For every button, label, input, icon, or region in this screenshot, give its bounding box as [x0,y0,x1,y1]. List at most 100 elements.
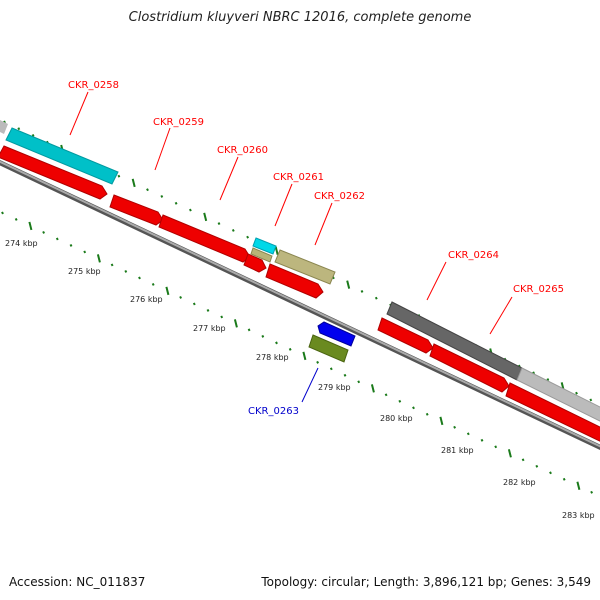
major-tick [507,449,512,458]
minor-tick [231,228,235,232]
minor-tick [124,269,128,273]
minor-tick [174,201,178,205]
gene-feature-0261-tan[interactable] [250,247,273,263]
minor-tick [360,289,364,293]
major-tick [346,280,351,289]
minor-tick [69,243,73,247]
kbp-label: 275 kbp [68,267,101,276]
major-tick [370,384,375,393]
label-leader-lines [69,91,513,403]
minor-tick [217,222,221,226]
gene-feature-0258-cyan[interactable] [5,127,119,185]
minor-tick [535,464,539,468]
major-tick [233,319,238,328]
minor-tick [138,276,141,280]
kbp-label: 281 kbp [441,446,474,455]
major-tick [203,212,208,222]
accession-text: Accession: NC_011837 [9,575,146,589]
major-tick [274,246,279,255]
kbp-label: 282 kbp [503,478,536,487]
gene-label-ckr-0261[interactable]: CKR_0261 [273,172,324,183]
kbp-label: 283 kbp [562,511,595,520]
gene-label-ckr-0258[interactable]: CKR_0258 [68,80,119,91]
minor-tick [453,425,456,429]
cds-0263-reverse[interactable] [317,321,356,347]
gene-feature-left-grey[interactable] [0,115,8,134]
minor-tick [480,438,484,442]
genome-title: Clostridium kluyveri NBRC 12016, complet… [128,10,472,25]
minor-tick [316,360,319,364]
kbp-label: 278 kbp [256,353,289,362]
gene-label-ckr-0265[interactable]: CKR_0265 [513,284,564,295]
minor-tick [14,217,18,221]
minor-tick [31,134,35,137]
minor-tick [398,399,402,403]
minor-tick [247,328,251,332]
kbp-label: 279 kbp [318,383,351,392]
minor-tick [146,188,149,192]
gene-label-ckr-0260[interactable]: CKR_0260 [217,145,268,156]
minor-tick [374,296,378,300]
gene-features [0,115,600,446]
kbp-label: 276 kbp [130,295,163,304]
gene-feature-0262-tan[interactable] [274,249,336,285]
minor-tick [562,477,566,481]
kbp-label-group: 274 kbp 275 kbp 276 kbp 277 kbp 278 kbp 279 k… [5,239,595,520]
lower-tick-row [1,211,593,494]
minor-tick [189,208,192,212]
cds-0265[interactable] [505,382,600,446]
minor-tick [275,341,278,345]
major-tick [165,286,170,296]
minor-tick [192,302,196,306]
gene-feature-0263-olive[interactable] [308,334,349,363]
sequence-backbone [0,159,600,451]
gene-feature-0265-grey[interactable] [516,367,600,426]
kbp-label: 280 kbp [380,414,413,423]
minor-tick [246,235,249,239]
gene-label-ckr-0259[interactable]: CKR_0259 [153,117,204,128]
major-tick [576,481,581,491]
cds-0260[interactable] [158,214,251,263]
cds-0262[interactable] [265,263,324,299]
gene-label-ckr-0264[interactable]: CKR_0264 [448,250,499,261]
minor-tick [425,412,429,416]
minor-tick [494,445,498,449]
minor-tick [329,367,333,371]
major-tick [439,416,444,426]
major-tick [302,351,307,361]
minor-tick [549,471,552,475]
minor-tick [384,393,388,397]
minor-tick [589,398,593,402]
cds-0258[interactable] [0,145,108,200]
cds-0264b[interactable] [429,343,510,393]
minor-tick [546,378,550,382]
minor-tick [575,391,578,395]
minor-tick [55,237,59,241]
minor-tick [206,308,210,312]
cds-0261[interactable] [243,253,267,273]
major-tick [131,178,136,188]
minor-tick [110,263,114,267]
gene-label-ckr-0263[interactable]: CKR_0263 [248,406,299,417]
minor-tick [288,347,292,351]
minor-tick [83,250,87,254]
cds-0264[interactable] [377,317,434,354]
cds-0259[interactable] [109,194,164,226]
minor-tick [179,295,182,299]
minor-tick [521,458,525,462]
minor-tick [17,127,21,131]
kbp-label: 277 kbp [193,324,226,333]
gene-feature-0261-cyan[interactable] [252,237,277,255]
minor-tick [357,380,361,384]
genome-summary-text: Topology: circular; Length: 3,896,121 bp… [261,575,591,589]
kbp-label: 274 kbp [5,239,38,248]
major-tick [28,221,33,231]
minor-tick [466,432,470,436]
minor-tick [590,490,593,494]
minor-tick [160,195,164,198]
gene-label-ckr-0262[interactable]: CKR_0262 [314,191,365,202]
minor-tick [42,230,45,234]
gene-label-group: CKR_0258 CKR_0259 CKR_0260 CKR_0261 CKR_… [68,80,564,417]
